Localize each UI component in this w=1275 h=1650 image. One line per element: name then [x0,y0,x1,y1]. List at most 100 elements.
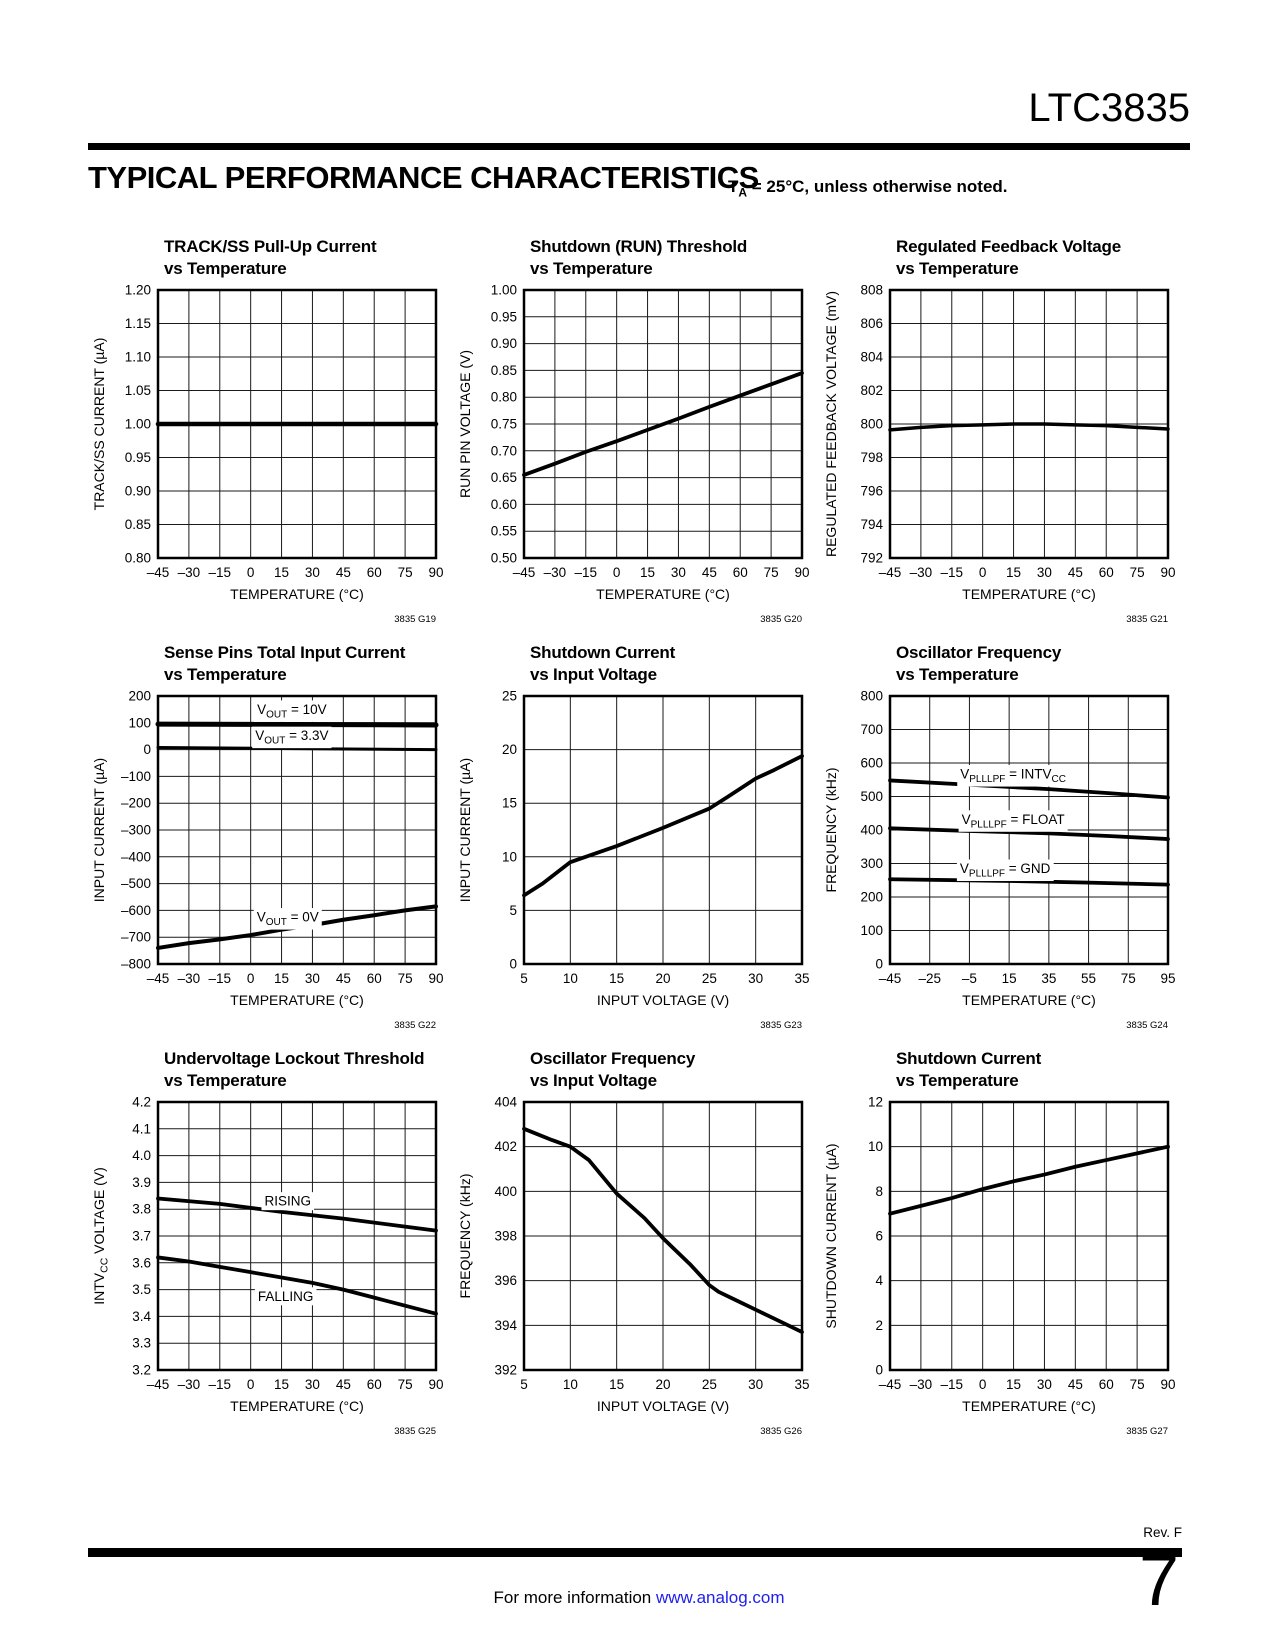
plot-frame [522,288,804,560]
y-tick-label: 806 [860,316,883,331]
section-title: TYPICAL PERFORMANCE CHARACTERISTICS [88,160,759,195]
x-tick-label: 75 [1130,565,1145,580]
y-tick-label: 200 [128,689,151,704]
chart-title-line2: vs Temperature [896,665,1019,684]
x-tick-label: 15 [274,565,289,580]
x-tick-label: 95 [1160,971,1175,986]
x-tick-label: 90 [428,1377,443,1392]
y-tick-label: 0 [509,957,517,972]
x-tick-label: 60 [1099,1377,1114,1392]
y-tick-label: 10 [868,1139,883,1154]
y-tick-label: 0.85 [125,517,151,532]
series-line-vplllpf_gnd [888,877,1170,887]
x-tick-label: 30 [671,565,686,580]
x-tick-label: 15 [640,565,655,580]
chart-title-line2: vs Temperature [530,259,653,278]
graph-caption: 3835 G27 [1126,1426,1168,1437]
y-tick-label: –600 [121,903,151,918]
y-tick-label: 700 [860,722,883,737]
y-tick-label: 0.60 [491,497,517,512]
x-tick-label: –45 [147,971,170,986]
chart-plot-g21: 808 806 804 802 800 798 796 794 792–45 –30 –15 0 15 3… [823,283,1176,626]
x-tick-label: –15 [941,565,964,580]
y-tick-label: 796 [860,484,883,499]
y-tick-label: 0.95 [125,450,151,465]
y-tick-label: 3.2 [132,1363,151,1378]
y-tick-label: 20 [502,742,517,757]
x-tick-label: –30 [910,565,933,580]
plot-frame [156,694,438,966]
y-tick-label: 0.70 [491,443,517,458]
chart-g24: Oscillator Frequency vs Temperature 800 7… [820,642,1182,1032]
y-tick-label: 0 [143,742,151,757]
series-label-bg [252,726,332,749]
x-tick-label: –30 [178,971,201,986]
y-tick-label: 1.10 [125,350,151,365]
x-tick-label: 0 [247,1377,255,1392]
series-line-vout_10v [155,721,439,728]
y-tick-label: 8 [875,1184,883,1199]
y-tick-label: 0.90 [125,484,151,499]
y-tick-label: 15 [502,796,517,811]
series-label-vout_0v: VOUT = 0V [257,910,319,929]
chart-g20: Shutdown (RUN) Threshold vs Temperature … [454,236,816,626]
graph-caption: 3835 G26 [760,1426,802,1437]
x-tick-label: 45 [336,565,351,580]
chart-title: Oscillator Frequency vs Input Voltage [530,1048,816,1092]
x-tick-label: 60 [367,1377,382,1392]
note-rest: = 25°C, unless otherwise noted. [747,177,1008,196]
series-line-vplllpf_intvcc [888,778,1170,800]
x-tick-label: 45 [336,971,351,986]
y-tick-label: 0.65 [491,470,517,485]
chart-plot-g25: 4.2 4.1 4.0 3.9 3.8 3.7 3.6 3.5 3.4 3.3 3.2–45 –30–… [91,1095,444,1438]
y-tick-label: 0.80 [491,390,517,405]
chart-g21: Regulated Feedback Voltage vs Temperatur… [820,236,1182,626]
x-axis-label: TEMPERATURE (°C) [596,586,730,602]
y-tick-label: 396 [494,1273,517,1288]
note-prefix: T [728,177,739,196]
section-note: TA = 25°C, unless otherwise noted. [728,177,1008,199]
x-tick-label: –15 [209,971,232,986]
y-tick-label: 3.4 [132,1309,151,1324]
x-tick-label: 35 [794,971,809,986]
y-axis-label: SHUTDOWN CURRENT (µA) [823,1143,839,1328]
y-tick-label: 398 [494,1229,517,1244]
x-tick-label: 0 [613,565,621,580]
y-tick-label: 0.50 [491,551,517,566]
chart-title-line1: TRACK/SS Pull-Up Current [164,237,377,256]
y-tick-label: 400 [494,1184,517,1199]
x-tick-label: 15 [1006,565,1021,580]
series-line-rising [156,1196,438,1233]
series-line-shutdown_current [522,754,804,898]
y-tick-label: 392 [494,1363,517,1378]
series-label-vout_10v: VOUT = 10V [257,702,327,721]
chart-title: Oscillator Frequency vs Temperature [896,642,1182,686]
x-tick-label: 30 [305,565,320,580]
y-axis-label: TRACK/SS CURRENT (µA) [91,338,107,511]
x-tick-label: 30 [748,1377,763,1392]
analog-link[interactable]: www.analog.com [655,1588,785,1607]
y-tick-label: 500 [860,789,883,804]
graph-caption: 3835 G24 [1126,1020,1168,1031]
x-tick-label: 15 [274,1377,289,1392]
x-tick-label: 25 [702,971,717,986]
y-tick-label: 804 [860,350,883,365]
note-subscript: A [738,185,748,200]
x-tick-label: –15 [209,1377,232,1392]
x-tick-label: –45 [513,565,536,580]
y-tick-label: –200 [121,796,151,811]
y-tick-label: 402 [494,1139,517,1154]
series-line-shutdown_current [888,1144,1170,1216]
x-tick-label: 30 [305,971,320,986]
x-tick-label: 45 [1068,565,1083,580]
series-label-vout_3v3: VOUT = 3.3V [255,728,328,747]
chart-title: Undervoltage Lockout Threshold vs Temper… [164,1048,450,1092]
chart-title-line2: vs Input Voltage [530,1071,657,1090]
x-axis-label: TEMPERATURE (°C) [962,586,1096,602]
y-tick-label: 200 [860,890,883,905]
x-axis-label: TEMPERATURE (°C) [230,992,364,1008]
y-tick-label: 0 [875,957,883,972]
y-tick-label: –700 [121,930,151,945]
